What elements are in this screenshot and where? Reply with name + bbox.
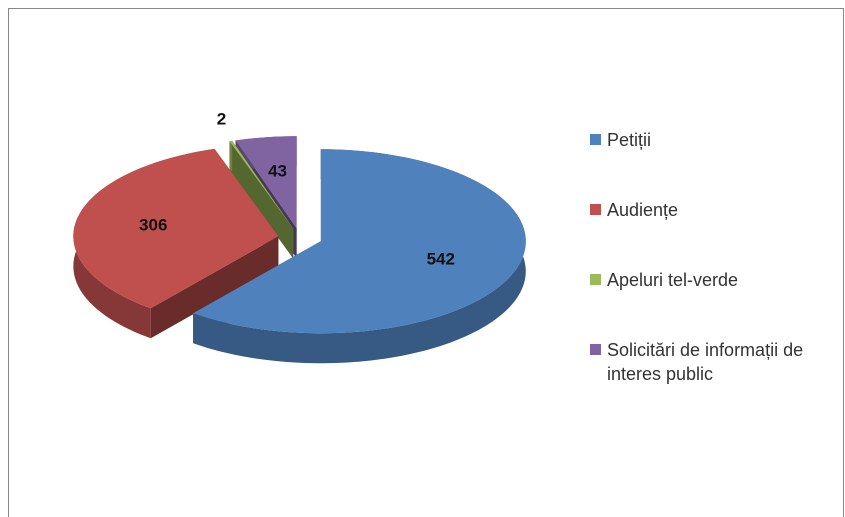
legend: Petiții Audiențe Apeluri tel-verde Solicită…: [590, 128, 840, 432]
value-label: 2: [217, 109, 226, 128]
value-label: 542: [427, 250, 455, 269]
legend-item: Audiențe: [590, 198, 840, 222]
legend-swatch: [590, 134, 601, 145]
pie-slice: [193, 149, 526, 364]
legend-item: Solicitări de informații de interes publ…: [590, 338, 840, 386]
slice-top: [229, 140, 294, 229]
legend-swatch: [590, 204, 601, 215]
value-label: 43: [268, 161, 287, 180]
slice-edge: [232, 140, 294, 259]
legend-label: Solicitări de informații de interes publ…: [607, 340, 804, 384]
legend-swatch: [590, 274, 601, 285]
legend-item: Apeluri tel-verde: [590, 268, 840, 292]
slice-top: [73, 148, 279, 309]
slice-top: [235, 136, 297, 229]
slice-edge: [150, 236, 279, 339]
legend-label: Petiții: [607, 130, 652, 150]
slice-side: [229, 140, 233, 172]
slice-side: [193, 149, 526, 364]
pie-slice: [73, 148, 279, 339]
legend-item: Petiții: [590, 128, 840, 152]
legend-label: Audiențe: [607, 200, 679, 220]
chart-frame: [8, 8, 844, 517]
legend-label: Apeluri tel-verde: [607, 270, 739, 290]
legend-swatch: [590, 344, 601, 355]
pie-slice: [229, 140, 294, 259]
slice-top: [193, 149, 526, 334]
value-label: 306: [139, 216, 167, 235]
